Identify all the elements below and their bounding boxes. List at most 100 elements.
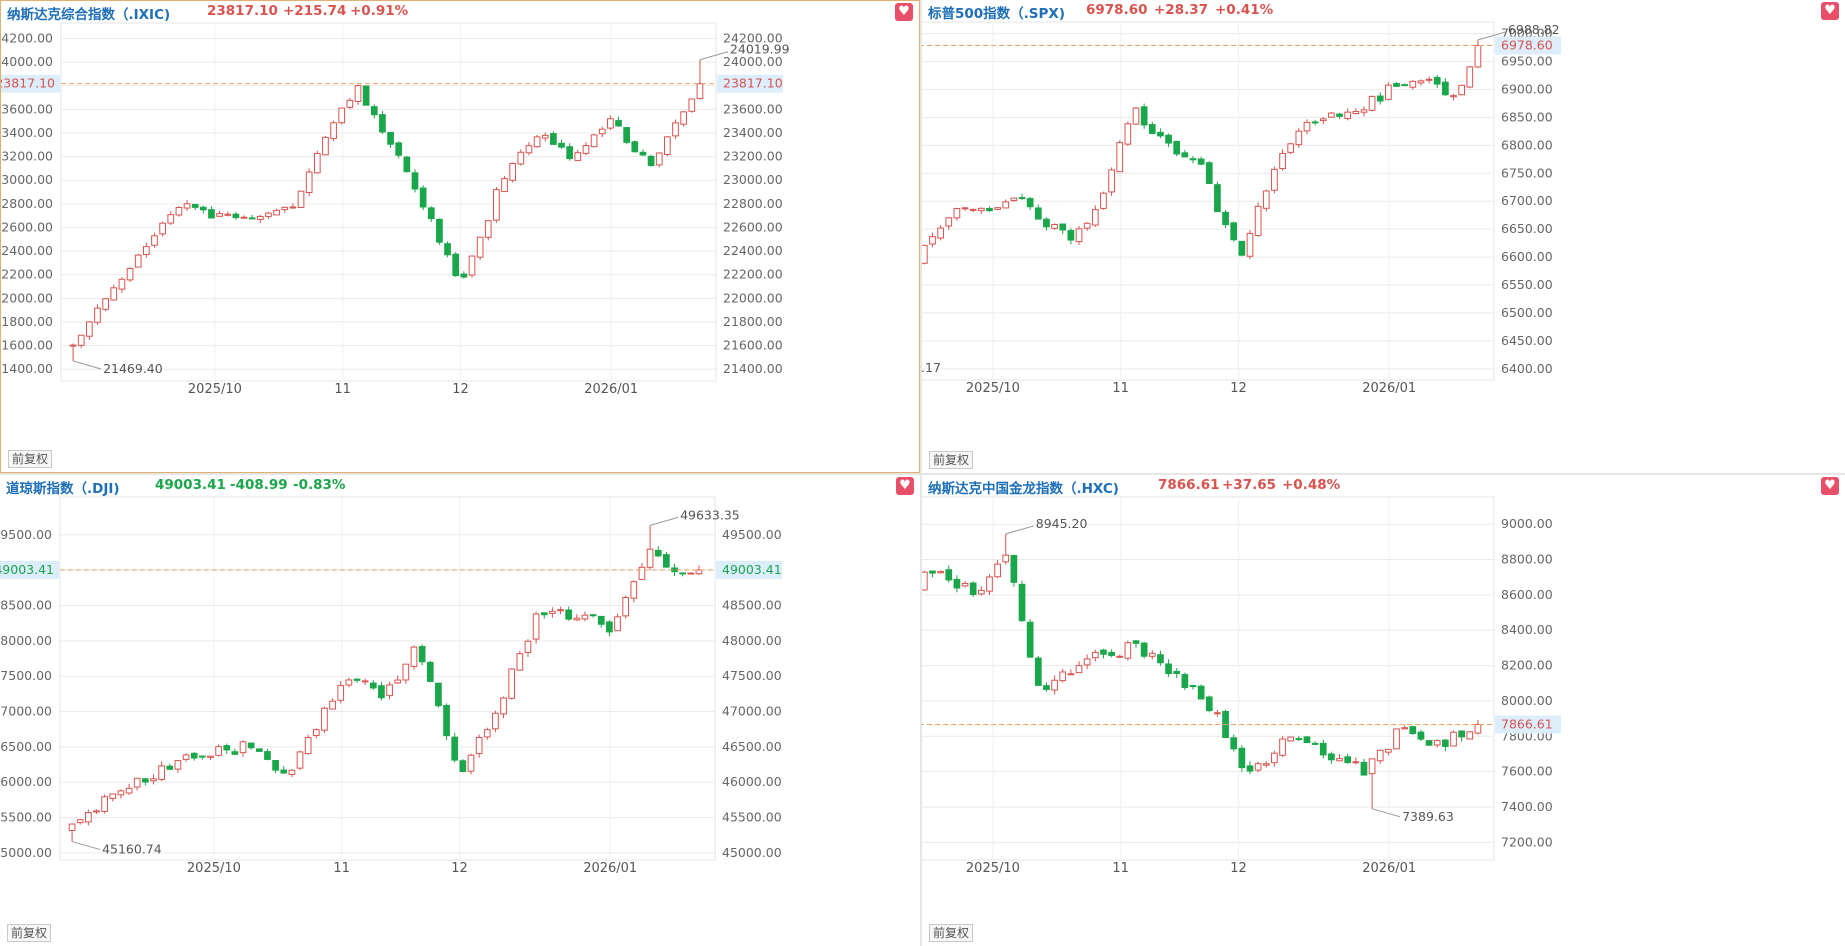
y-tick-label-right: 6900.00: [1501, 81, 1553, 96]
candle-body: [93, 810, 100, 813]
favorite-heart-icon[interactable]: ♥: [895, 3, 913, 21]
high-label: 6988.82: [1508, 22, 1560, 37]
candlestick-chart[interactable]: 49500.0049500.0049000.0049000.0048500.00…: [0, 475, 920, 946]
candlestick-chart[interactable]: 9000.009000.008800.008800.008600.008600.…: [922, 475, 1845, 946]
candle-body: [410, 646, 418, 667]
candle-body: [1026, 198, 1034, 208]
candle-body: [688, 98, 696, 112]
candle-body: [1287, 736, 1295, 742]
candle-body: [386, 684, 393, 697]
candle-body: [467, 754, 475, 772]
candle-body: [1279, 738, 1286, 756]
y-tick-label-right: 22600.00: [723, 219, 783, 234]
candle-body: [1319, 742, 1327, 756]
price-adjust-button[interactable]: 前复权: [929, 924, 974, 942]
candle-body: [175, 206, 183, 216]
favorite-heart-icon[interactable]: ♥: [1821, 2, 1839, 20]
favorite-heart-icon[interactable]: ♥: [896, 477, 914, 495]
candle-body: [1474, 724, 1482, 734]
chart-panel-ixic[interactable]: 纳斯达克综合指数（.IXIC) 23817.10 +215.74 +0.91% …: [0, 0, 920, 473]
candle-body: [1385, 84, 1392, 100]
index-name[interactable]: 纳斯达克综合指数（.IXIC): [7, 7, 171, 23]
candle-body: [361, 680, 369, 683]
y-tick-label-right: 45000.00: [722, 845, 782, 860]
price-adjust-button[interactable]: 前复权: [7, 924, 52, 942]
x-tick-label: 11: [333, 861, 350, 876]
y-tick-label-right: 7600.00: [1501, 764, 1553, 779]
last-price-tag-right: [716, 560, 782, 579]
y-tick-label-right: 6600.00: [1501, 249, 1553, 264]
candle-body: [606, 621, 613, 633]
candle-body: [639, 151, 647, 156]
candle-body: [1417, 80, 1425, 84]
candle-body: [1393, 82, 1400, 87]
x-tick-label: 2026/01: [583, 861, 637, 876]
candle-body: [654, 549, 662, 557]
candle-body: [1295, 130, 1303, 146]
x-tick-label: 12: [1230, 861, 1247, 876]
candle-body: [509, 162, 517, 181]
low-label: 21469.40: [103, 361, 163, 376]
candle-body: [141, 778, 149, 783]
candle-body: [345, 679, 353, 686]
candle-body: [1352, 761, 1360, 764]
chart-panel-hxc[interactable]: 纳斯达克中国金龙指数（.HXC) 7866.61 +37.65 +0.48% ♥…: [922, 475, 1845, 946]
low-pointer: [1371, 808, 1401, 818]
candle-body: [590, 134, 598, 148]
candle-body: [501, 178, 508, 193]
candle-body: [550, 133, 557, 145]
last-price-tag-left: [0, 560, 59, 579]
candle-body: [256, 215, 264, 220]
y-tick-label-right: 6450.00: [1501, 333, 1553, 348]
candle-body: [646, 548, 654, 568]
candle-body: [288, 769, 296, 775]
candlestick-chart[interactable]: 24200.0024200.0024000.0024000.0023800.00…: [1, 1, 920, 473]
candle-body: [1075, 665, 1083, 674]
candle-body: [589, 614, 597, 617]
candle-body: [1230, 222, 1238, 241]
price-adjust-button[interactable]: 前复权: [929, 451, 974, 469]
y-tick-label-right: 45500.00: [722, 810, 782, 825]
candle-body: [1295, 738, 1303, 741]
candle-body: [443, 704, 450, 737]
price-adjust-button[interactable]: 前复权: [8, 450, 53, 468]
candle-body: [264, 751, 271, 760]
candle-body: [1091, 209, 1099, 226]
candle-body: [1018, 197, 1026, 200]
candle-body: [1442, 81, 1449, 96]
y-tick-label-left: 46500.00: [0, 739, 52, 754]
candle-body: [394, 679, 402, 684]
index-name[interactable]: 道琼斯指数（.DJI): [6, 481, 120, 497]
y-tick-label-right: 23600.00: [723, 101, 783, 116]
candle-body: [158, 765, 165, 780]
panel-header: 纳斯达克中国金龙指数（.HXC) 7866.61 +37.65 +0.48% ♥: [922, 475, 1845, 497]
candle-body: [134, 254, 142, 268]
candle-body: [362, 85, 370, 106]
candlestick-chart[interactable]: 7000.007000.006950.006950.006900.006900.…: [922, 0, 1845, 473]
index-name[interactable]: 纳斯达克中国金龙指数（.HXC): [928, 481, 1119, 497]
candle-body: [1197, 158, 1205, 165]
y-tick-label-right: 8400.00: [1501, 622, 1553, 637]
chart-panel-dji[interactable]: 道琼斯指数（.DJI) 49003.41 -408.99 -0.83% ♥ 49…: [0, 475, 920, 946]
candle-body: [255, 748, 263, 752]
candle-body: [370, 106, 378, 116]
candle-body: [582, 145, 590, 154]
y-tick-label-right: 48500.00: [722, 598, 782, 613]
candle-body: [1246, 765, 1254, 772]
candle-body: [387, 131, 394, 145]
candle-body: [483, 729, 491, 738]
candle-body: [1368, 95, 1376, 111]
candle-body: [207, 755, 214, 758]
index-name[interactable]: 标普500指数（.SPX): [928, 6, 1066, 22]
low-label: 6416.17: [922, 360, 941, 375]
percent-change: +0.91%: [350, 3, 409, 19]
candle-body: [1254, 205, 1262, 236]
y-tick-label-right: 22000.00: [723, 290, 783, 305]
candle-body: [961, 207, 969, 210]
candle-body: [142, 246, 150, 255]
candle-body: [313, 152, 321, 174]
chart-panel-spx[interactable]: 标普500指数（.SPX) 6978.60 +28.37 +0.41% ♥ 70…: [922, 0, 1845, 473]
high-pointer: [1005, 525, 1034, 535]
favorite-heart-icon[interactable]: ♥: [1821, 477, 1839, 495]
candle-body: [1376, 95, 1384, 102]
